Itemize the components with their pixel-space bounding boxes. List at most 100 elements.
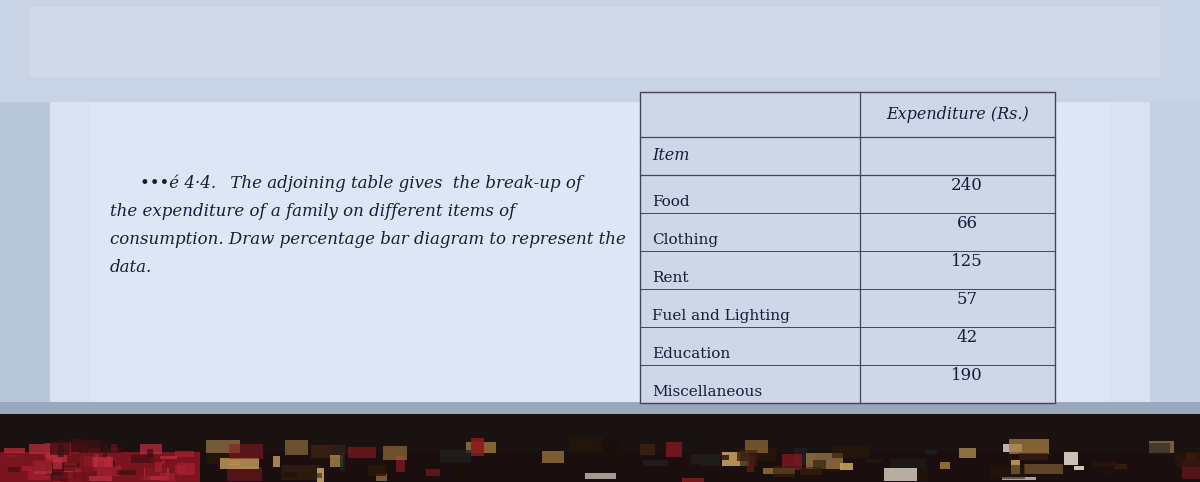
Bar: [311, 445, 344, 458]
Bar: [283, 475, 313, 480]
Bar: [95, 455, 98, 470]
Bar: [1025, 464, 1063, 474]
Bar: [640, 92, 1055, 403]
Bar: [92, 456, 113, 467]
Bar: [0, 402, 1200, 420]
Bar: [426, 469, 439, 476]
Bar: [220, 458, 259, 469]
Bar: [794, 448, 806, 466]
Bar: [94, 466, 97, 469]
Bar: [8, 467, 19, 472]
Bar: [466, 442, 497, 454]
Bar: [832, 445, 869, 458]
Bar: [58, 460, 77, 467]
Text: Education: Education: [652, 348, 731, 362]
Text: Miscellaneous: Miscellaneous: [652, 386, 762, 400]
Bar: [286, 440, 308, 455]
Bar: [118, 470, 136, 475]
Bar: [1182, 461, 1200, 479]
Text: 42: 42: [956, 329, 978, 346]
Text: the expenditure of a family on different items of: the expenditure of a family on different…: [110, 203, 515, 220]
Bar: [569, 437, 602, 453]
Bar: [600, 441, 622, 459]
Bar: [97, 461, 115, 467]
Bar: [32, 460, 52, 471]
Bar: [68, 439, 82, 453]
Bar: [1093, 462, 1117, 467]
Bar: [640, 92, 1055, 403]
Bar: [22, 466, 44, 471]
Text: 190: 190: [952, 367, 983, 384]
Bar: [1186, 454, 1200, 461]
Bar: [330, 447, 353, 454]
Bar: [814, 460, 826, 471]
Bar: [1196, 448, 1200, 465]
Text: Rent: Rent: [652, 271, 689, 285]
Bar: [439, 450, 472, 462]
Bar: [84, 456, 94, 466]
Bar: [178, 463, 196, 475]
Text: Expenditure (Rs.): Expenditure (Rs.): [886, 106, 1028, 123]
Bar: [4, 448, 25, 453]
Bar: [368, 466, 386, 476]
Bar: [71, 454, 95, 456]
Bar: [106, 447, 122, 453]
Bar: [1009, 439, 1049, 454]
Bar: [805, 454, 844, 469]
Bar: [47, 443, 71, 452]
Bar: [55, 471, 73, 479]
Bar: [1074, 467, 1084, 470]
Bar: [890, 459, 926, 469]
Bar: [162, 460, 164, 464]
Bar: [1150, 441, 1174, 454]
Text: •••é 4·4.: •••é 4·4.: [140, 175, 216, 192]
Bar: [683, 478, 704, 482]
Bar: [82, 472, 104, 482]
Bar: [748, 455, 754, 472]
Bar: [1175, 452, 1200, 467]
Bar: [456, 461, 464, 478]
Bar: [90, 97, 1110, 407]
Bar: [959, 448, 976, 458]
Bar: [941, 462, 950, 469]
Bar: [0, 416, 1200, 454]
Bar: [46, 463, 64, 475]
Text: 57: 57: [956, 291, 978, 308]
Bar: [671, 464, 701, 470]
Bar: [330, 455, 343, 467]
Bar: [739, 450, 757, 466]
Bar: [643, 459, 667, 466]
Bar: [97, 466, 121, 476]
Bar: [990, 465, 1025, 479]
Bar: [763, 468, 794, 474]
Bar: [56, 461, 79, 467]
Bar: [0, 0, 1200, 102]
Bar: [53, 470, 60, 482]
Bar: [77, 455, 98, 457]
Bar: [799, 467, 822, 475]
Bar: [1104, 471, 1111, 476]
Bar: [50, 82, 1150, 412]
Bar: [229, 460, 239, 465]
Bar: [88, 448, 100, 455]
Bar: [312, 473, 322, 478]
Bar: [1150, 443, 1170, 455]
Bar: [1019, 453, 1048, 460]
Bar: [34, 465, 48, 473]
Bar: [28, 470, 50, 480]
Bar: [139, 476, 150, 480]
Bar: [34, 461, 53, 474]
Bar: [745, 441, 768, 453]
Bar: [58, 445, 64, 456]
Bar: [160, 473, 175, 481]
Bar: [43, 443, 56, 458]
Bar: [884, 469, 917, 481]
Bar: [1010, 460, 1020, 473]
Bar: [340, 455, 346, 471]
Bar: [145, 468, 167, 476]
Bar: [840, 463, 853, 470]
Bar: [67, 444, 86, 454]
Bar: [47, 453, 67, 462]
Text: data.: data.: [110, 259, 152, 277]
Bar: [737, 447, 775, 461]
